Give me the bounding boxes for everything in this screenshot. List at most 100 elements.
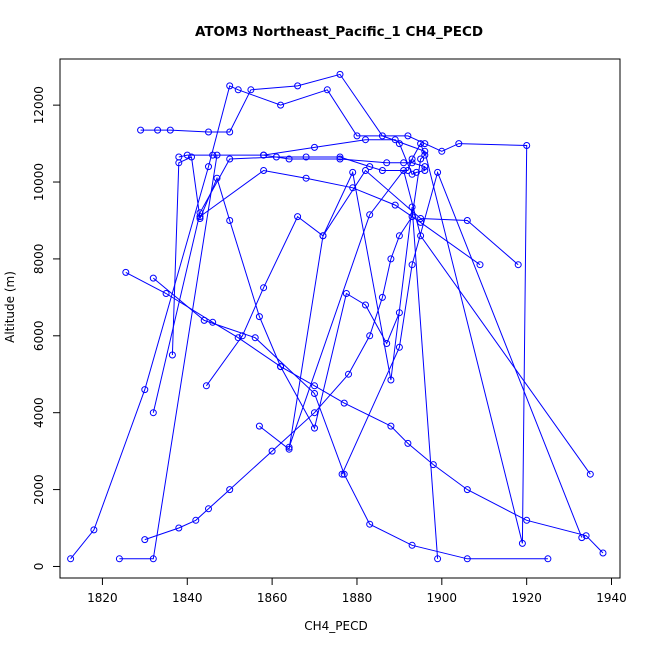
data-point bbox=[90, 526, 98, 534]
series-line bbox=[70, 73, 528, 560]
data-point bbox=[404, 439, 412, 447]
data-point bbox=[311, 143, 318, 151]
data-point bbox=[149, 409, 157, 417]
data-point bbox=[514, 261, 522, 269]
data-point bbox=[599, 549, 607, 557]
data-point bbox=[260, 284, 268, 292]
data-point bbox=[277, 363, 285, 371]
data-point bbox=[523, 142, 531, 149]
data-point bbox=[255, 313, 263, 321]
data-point bbox=[345, 370, 352, 378]
data-point bbox=[294, 213, 302, 221]
data-point bbox=[421, 151, 429, 159]
data-point bbox=[463, 555, 471, 563]
data-point bbox=[272, 153, 280, 161]
y-tick-label: 8000 bbox=[32, 244, 46, 275]
data-point bbox=[205, 505, 212, 513]
series-line bbox=[199, 169, 481, 266]
data-point bbox=[268, 447, 276, 455]
series-line bbox=[288, 169, 591, 475]
data-point bbox=[311, 390, 318, 397]
data-point bbox=[247, 86, 255, 94]
data-point bbox=[404, 167, 412, 174]
data-point bbox=[400, 159, 408, 167]
data-point bbox=[383, 159, 391, 167]
data-point bbox=[408, 261, 416, 269]
data-point bbox=[518, 539, 526, 547]
data-point bbox=[336, 155, 344, 163]
data-point bbox=[378, 293, 386, 301]
data-point bbox=[342, 290, 350, 297]
data-point bbox=[205, 128, 212, 136]
data-point bbox=[226, 128, 234, 136]
data-point bbox=[226, 486, 234, 494]
data-point bbox=[421, 167, 429, 174]
data-point bbox=[311, 409, 318, 417]
data-point bbox=[209, 151, 217, 159]
data-point bbox=[311, 382, 318, 390]
data-point bbox=[434, 555, 442, 563]
data-point bbox=[338, 470, 346, 478]
x-tick-label: 1880 bbox=[342, 591, 373, 605]
data-point bbox=[175, 159, 183, 167]
data-point bbox=[336, 70, 344, 78]
data-point bbox=[294, 82, 302, 90]
data-point bbox=[141, 536, 149, 544]
data-point bbox=[434, 168, 442, 176]
data-point bbox=[387, 255, 395, 263]
data-point bbox=[463, 486, 471, 494]
x-axis: 1820 1840 1860 1880 1900 1920 1940 bbox=[87, 578, 627, 605]
data-point bbox=[251, 334, 259, 342]
x-tick-label: 1840 bbox=[172, 591, 203, 605]
data-point bbox=[336, 153, 344, 161]
y-axis-label: Altitude (m) bbox=[3, 271, 17, 343]
data-point bbox=[213, 174, 221, 182]
data-point bbox=[340, 399, 348, 407]
data-point bbox=[196, 213, 204, 221]
data-point bbox=[387, 376, 395, 384]
data-point bbox=[400, 167, 408, 174]
data-point bbox=[319, 232, 327, 240]
data-point bbox=[285, 443, 293, 451]
x-tick-label: 1820 bbox=[87, 591, 118, 605]
data-point bbox=[366, 211, 374, 219]
data-point bbox=[455, 140, 463, 148]
data-point bbox=[395, 232, 403, 240]
data-point bbox=[417, 215, 425, 222]
data-point bbox=[582, 532, 590, 540]
data-point bbox=[578, 534, 586, 542]
data-point bbox=[362, 167, 369, 174]
data-point bbox=[285, 155, 293, 163]
data-point bbox=[260, 167, 268, 174]
chart-title: ATOM3 Northeast_Pacific_1 CH4_PECD bbox=[195, 24, 483, 40]
data-point bbox=[149, 274, 157, 282]
y-tick-label: 10000 bbox=[32, 163, 46, 201]
data-point bbox=[421, 140, 429, 148]
data-point bbox=[391, 136, 399, 144]
data-point bbox=[349, 184, 357, 192]
data-point bbox=[115, 555, 123, 563]
y-tick-label: 6000 bbox=[32, 321, 46, 352]
data-point bbox=[302, 153, 310, 161]
data-point bbox=[395, 140, 403, 148]
data-point bbox=[234, 86, 242, 94]
data-point bbox=[137, 126, 145, 134]
data-point bbox=[353, 132, 361, 140]
data-point bbox=[366, 332, 374, 340]
data-point bbox=[168, 351, 176, 359]
data-point bbox=[463, 217, 471, 224]
data-point bbox=[323, 86, 331, 94]
data-point bbox=[260, 151, 268, 159]
data-point bbox=[166, 126, 174, 134]
data-point bbox=[417, 140, 425, 148]
data-point bbox=[366, 520, 374, 528]
series-line bbox=[144, 142, 426, 541]
series-line bbox=[341, 170, 583, 538]
data-point bbox=[408, 155, 416, 163]
series-layer bbox=[67, 70, 607, 563]
series-line bbox=[152, 277, 548, 560]
series-line bbox=[259, 169, 519, 451]
data-point bbox=[421, 163, 429, 171]
data-point bbox=[438, 147, 446, 155]
